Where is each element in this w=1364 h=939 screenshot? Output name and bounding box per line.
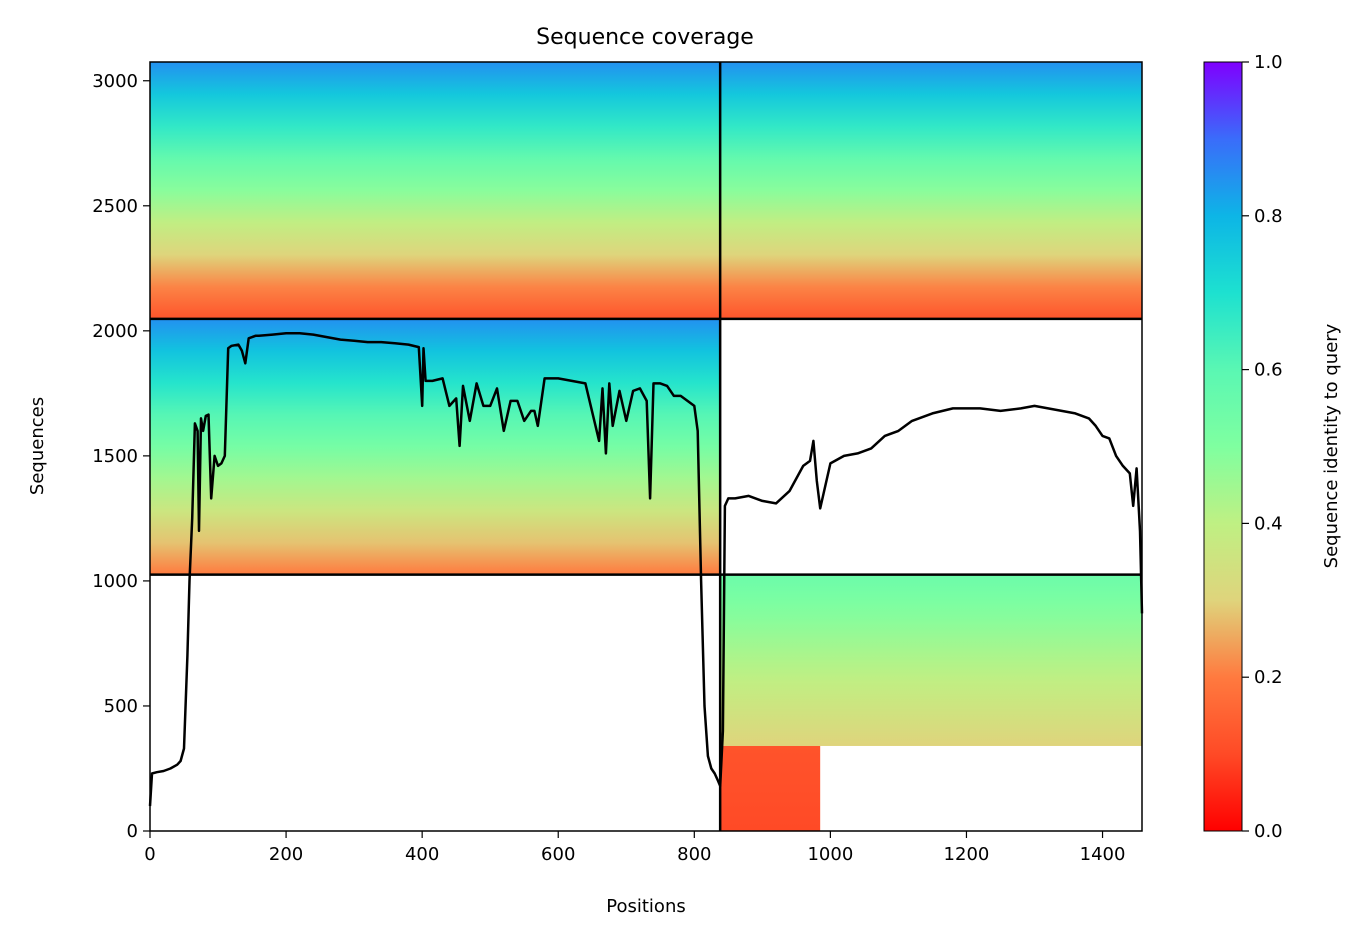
colorbar-tick-label: 0.8	[1254, 206, 1283, 227]
x-tick-label: 1200	[944, 844, 990, 865]
x-tick-label: 1000	[807, 844, 853, 865]
colorbar-ticks: 0.0 0.2 0.4 0.6 0.8 1.0	[1242, 52, 1283, 842]
colorbar-tick-label: 0.2	[1254, 667, 1283, 688]
colorbar-tick-label: 0.6	[1254, 360, 1283, 381]
plot-area	[148, 62, 1144, 831]
colorbar-tick-label: 0.0	[1254, 821, 1283, 842]
y-tick-label: 1000	[92, 571, 138, 592]
y-tick-label: 3000	[92, 71, 138, 92]
plot-frame	[149, 61, 1143, 832]
colorbar-tick-label: 0.4	[1254, 513, 1283, 534]
coverage-block	[150, 318, 721, 575]
y-tick-label: 2000	[92, 321, 138, 342]
y-axis-label: Sequences	[27, 397, 48, 495]
colorbar-label: Sequence identity to query	[1321, 323, 1342, 568]
x-tick-label: 0	[144, 844, 155, 865]
x-tick-label: 800	[677, 844, 711, 865]
x-axis-ticks: 0 200 400 600 800 1000 1200 1400	[144, 831, 1125, 865]
y-tick-label: 500	[104, 696, 138, 717]
y-tick-label: 0	[127, 821, 138, 842]
coverage-line	[148, 332, 1144, 807]
chart-title: Sequence coverage	[536, 25, 754, 50]
x-tick-label: 200	[269, 844, 303, 865]
x-tick-label: 1400	[1080, 844, 1126, 865]
y-tick-label: 2500	[92, 196, 138, 217]
colorbar	[1203, 61, 1243, 832]
coverage-block	[720, 574, 1142, 746]
coverage-block	[150, 62, 721, 319]
y-axis-ticks: 0 500 1000 1500 2000 2500 3000	[92, 71, 150, 842]
coverage-block	[720, 745, 821, 831]
y-tick-label: 1500	[92, 446, 138, 467]
x-axis-label: Positions	[606, 896, 685, 917]
coverage-block	[720, 62, 1142, 319]
x-tick-label: 600	[541, 844, 575, 865]
colorbar-tick-label: 1.0	[1254, 52, 1283, 73]
x-tick-label: 400	[405, 844, 439, 865]
